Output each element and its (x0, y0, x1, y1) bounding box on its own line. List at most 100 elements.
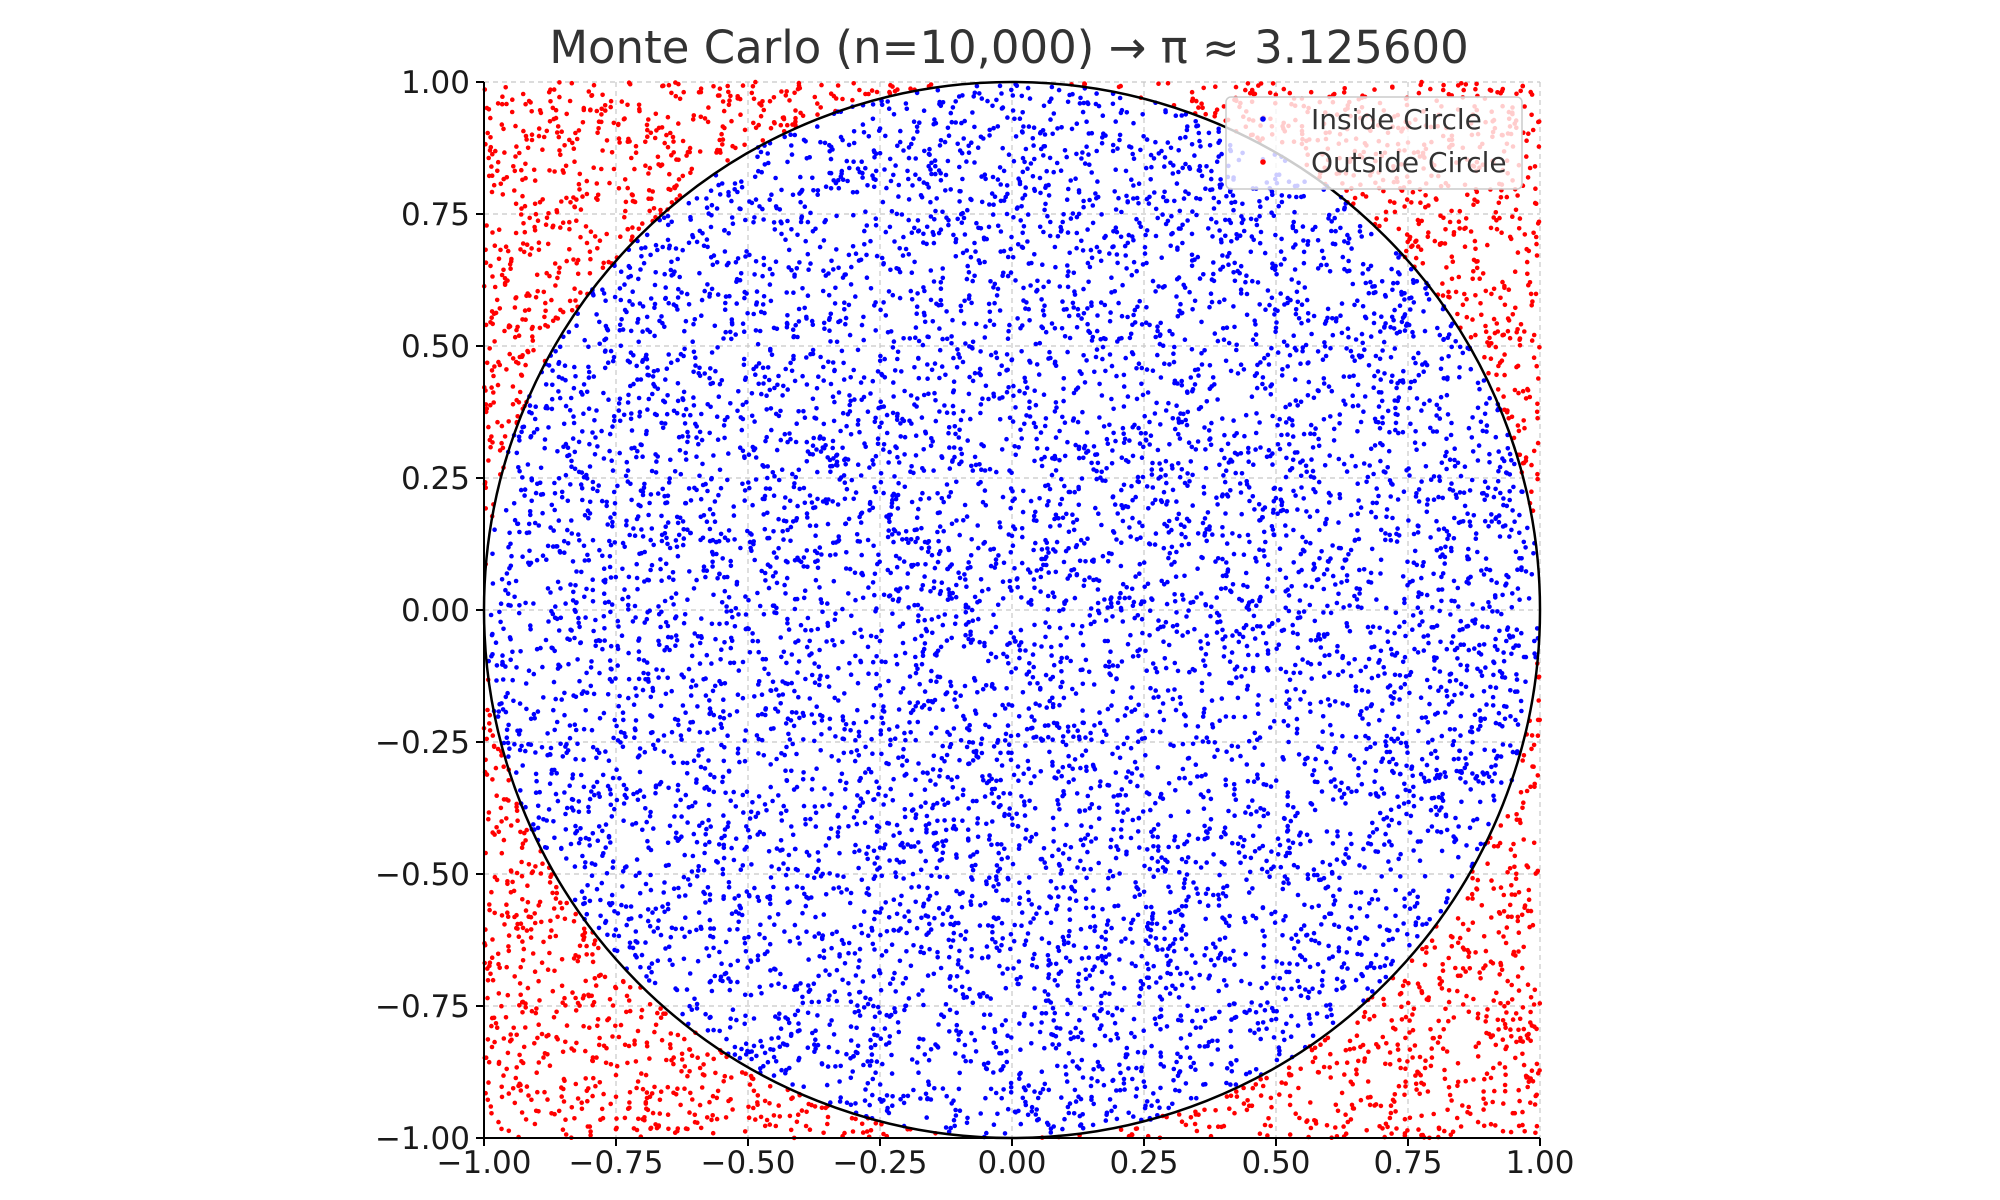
point-inside (552, 835, 557, 841)
point-outside (1395, 1047, 1401, 1052)
point-inside (949, 635, 954, 641)
point-inside (1286, 969, 1292, 975)
point-outside (1440, 1046, 1446, 1051)
point-inside (522, 493, 527, 498)
point-inside (1307, 838, 1313, 844)
point-inside (920, 342, 926, 348)
point-inside (841, 473, 847, 478)
point-inside (1393, 887, 1398, 893)
point-inside (976, 545, 981, 551)
point-inside (573, 727, 579, 733)
point-inside (1315, 962, 1321, 967)
point-inside (794, 751, 799, 757)
point-inside (1167, 550, 1173, 556)
point-outside (1510, 312, 1516, 317)
point-inside (851, 129, 857, 134)
point-inside (1119, 787, 1125, 792)
point-inside (1098, 258, 1104, 264)
point-inside (999, 1022, 1005, 1028)
point-inside (1359, 952, 1364, 957)
point-inside (959, 220, 965, 225)
point-inside (809, 999, 815, 1005)
point-inside (1437, 406, 1442, 412)
point-inside (587, 441, 592, 447)
point-inside (1163, 619, 1169, 625)
point-outside (713, 1070, 718, 1076)
point-inside (787, 939, 793, 944)
point-inside (494, 663, 500, 668)
point-inside (912, 527, 917, 533)
point-inside (828, 156, 834, 162)
point-inside (1216, 892, 1221, 898)
point-inside (1319, 549, 1324, 554)
point-inside (1234, 347, 1239, 353)
point-inside (1027, 318, 1032, 323)
point-inside (718, 657, 723, 662)
point-inside (650, 374, 656, 379)
point-inside (877, 1082, 883, 1087)
point-inside (708, 772, 713, 777)
point-inside (1301, 431, 1307, 437)
point-inside (600, 853, 605, 858)
point-inside (1227, 659, 1233, 664)
point-outside (682, 1086, 687, 1091)
point-inside (896, 707, 902, 712)
point-inside (1044, 502, 1050, 508)
point-inside (805, 1010, 811, 1016)
point-outside (657, 1097, 663, 1103)
point-inside (1121, 482, 1127, 488)
point-inside (1345, 703, 1350, 708)
point-outside (490, 977, 496, 983)
point-inside (909, 297, 915, 302)
point-inside (1130, 685, 1135, 690)
point-inside (1209, 216, 1214, 222)
point-inside (1462, 464, 1468, 470)
point-inside (1220, 533, 1225, 538)
point-outside (615, 122, 621, 128)
point-inside (733, 606, 739, 611)
point-outside (1328, 1075, 1333, 1080)
point-inside (1039, 936, 1045, 941)
point-inside (1515, 567, 1520, 572)
point-inside (1011, 393, 1016, 399)
point-outside (664, 1057, 669, 1063)
point-inside (1156, 151, 1162, 156)
point-outside (1414, 1087, 1419, 1092)
point-outside (1432, 945, 1438, 950)
point-inside (1047, 155, 1053, 161)
point-outside (1498, 885, 1504, 890)
point-inside (718, 721, 724, 727)
point-inside (651, 742, 656, 748)
point-outside (534, 1070, 539, 1075)
point-inside (859, 510, 865, 516)
point-outside (1444, 1049, 1450, 1054)
point-inside (985, 923, 991, 928)
point-inside (869, 1052, 875, 1057)
point-inside (1461, 490, 1467, 496)
point-outside (502, 434, 508, 439)
point-inside (1023, 146, 1029, 152)
point-inside (1002, 846, 1007, 852)
point-inside (853, 294, 858, 299)
point-inside (643, 806, 648, 811)
point-outside (505, 248, 511, 254)
point-inside (990, 929, 995, 935)
point-inside (897, 830, 902, 836)
point-inside (605, 360, 611, 366)
point-inside (1285, 723, 1291, 728)
point-outside (1318, 1042, 1323, 1047)
point-outside (764, 1117, 770, 1123)
point-inside (1397, 673, 1403, 678)
point-inside (921, 108, 927, 113)
point-inside (603, 920, 608, 926)
point-outside (1470, 875, 1475, 881)
point-inside (655, 958, 661, 963)
point-inside (1311, 930, 1317, 936)
point-inside (504, 727, 510, 733)
point-inside (1288, 297, 1293, 303)
point-outside (495, 419, 500, 425)
point-inside (1111, 406, 1116, 412)
point-outside (706, 105, 711, 110)
point-inside (1004, 211, 1010, 217)
point-inside (498, 601, 504, 606)
